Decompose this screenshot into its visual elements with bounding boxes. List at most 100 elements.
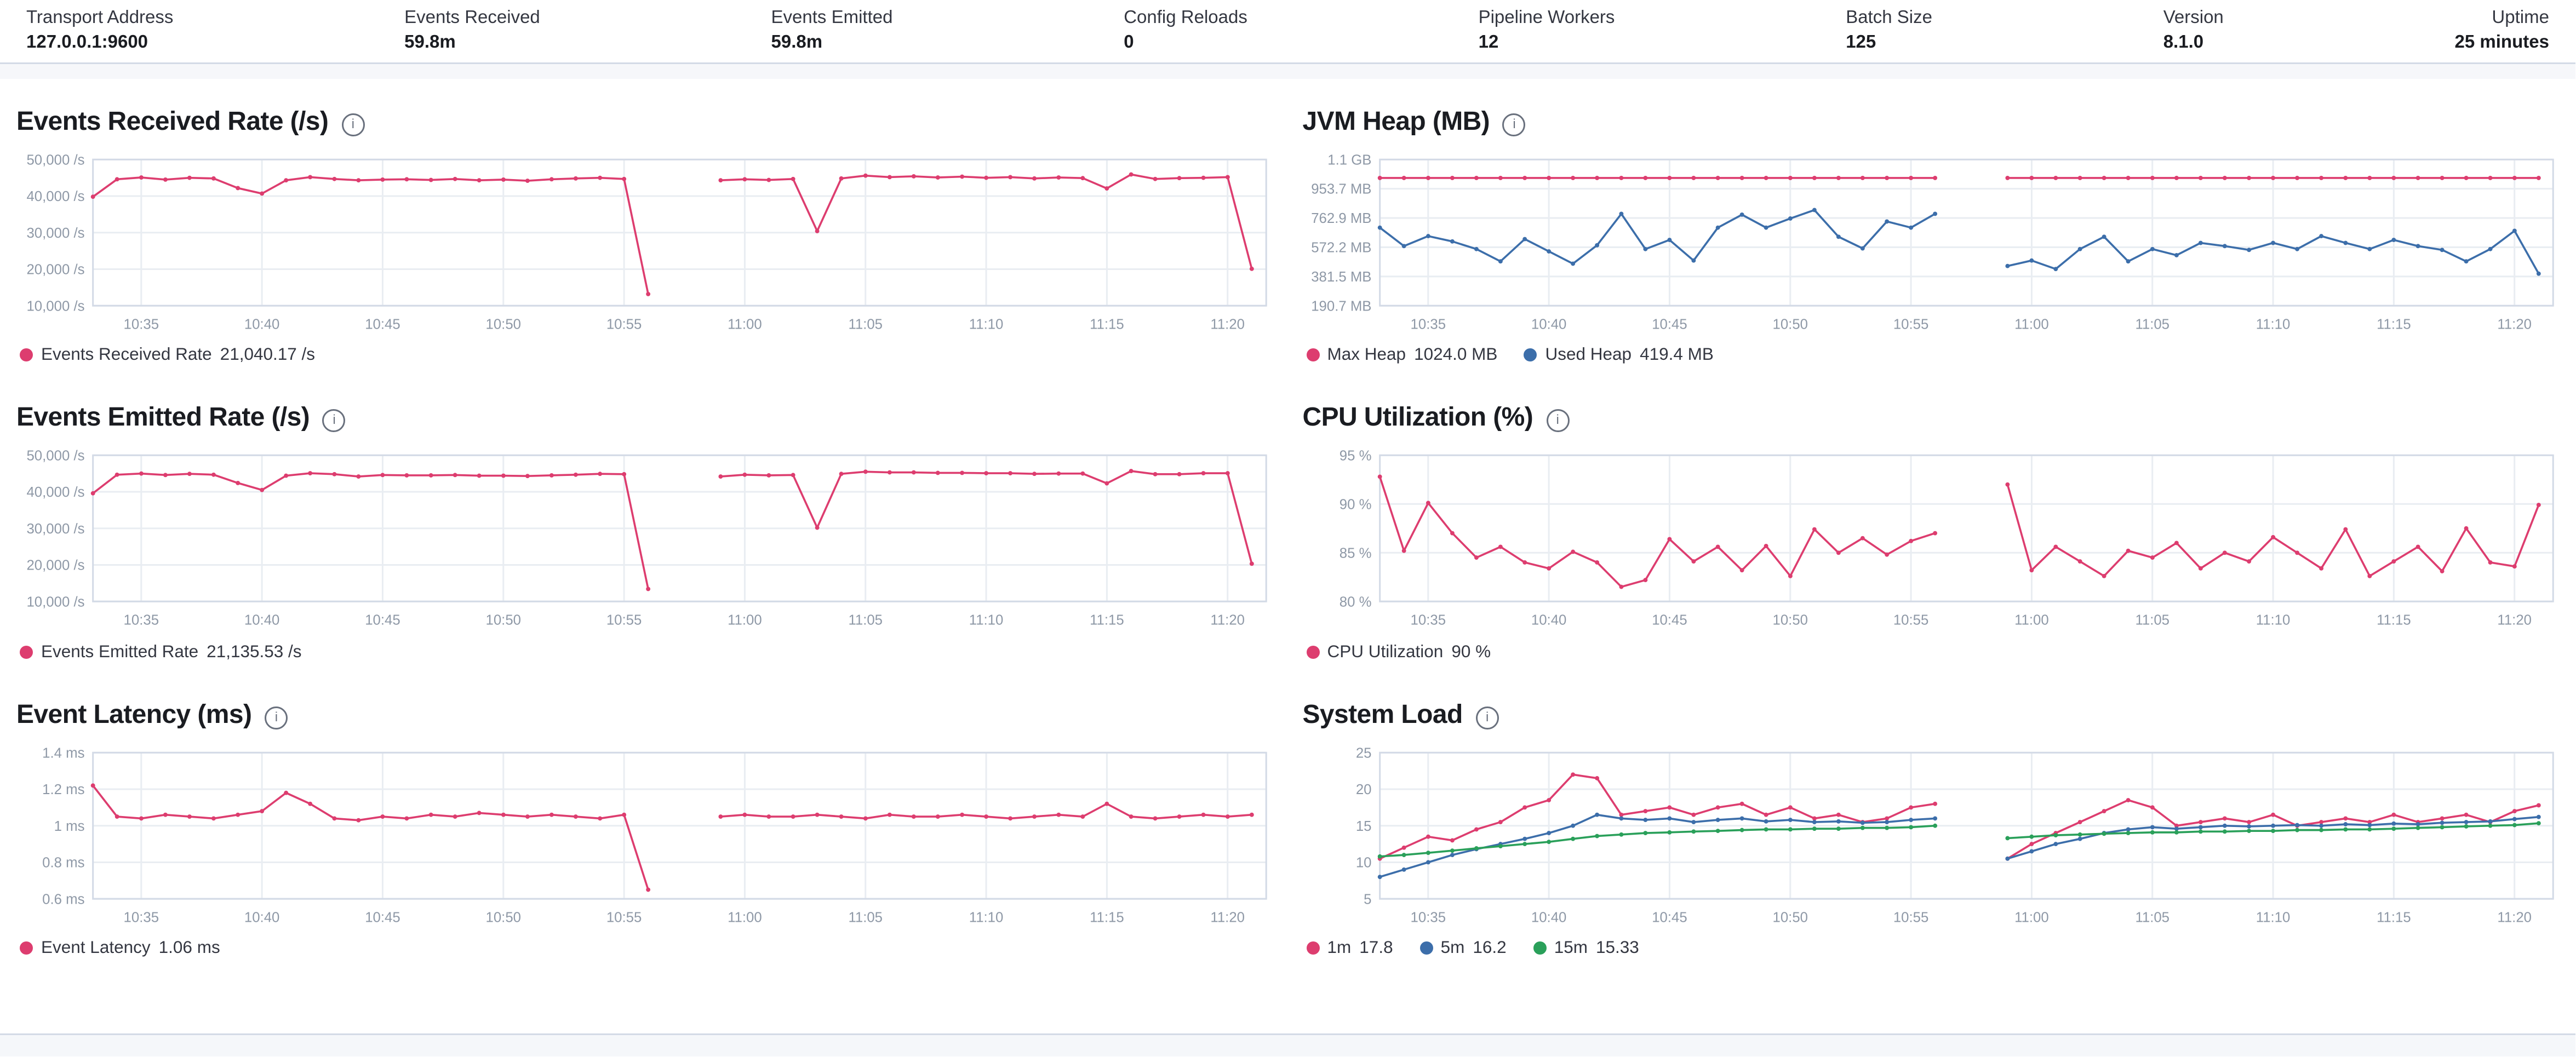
legend-label: 15m (1554, 938, 1588, 958)
stat-value: 12 (1478, 33, 1499, 53)
legend-item-event-latency[interactable]: Event Latency 1.06 ms (20, 938, 220, 958)
y-axis-tick-label: 1.1 GB (1327, 152, 1371, 168)
stat-transport-address: Transport Address 127.0.0.1:9600 (26, 8, 173, 53)
x-axis-tick-label: 11:00 (728, 613, 762, 629)
info-icon[interactable] (265, 705, 288, 729)
stat-label: Pipeline Workers (1478, 8, 1615, 28)
chart-title-row: Events Received Rate (/s) (16, 108, 1273, 138)
chart-canvas[interactable]: 190.7 MB 381.5 MB 572.2 MB 762.9 MB 953.7 MB… (1303, 146, 2560, 342)
stat-label: Uptime (2492, 8, 2549, 28)
x-axis-tick-label: 11:15 (2376, 613, 2411, 629)
y-axis-tick-label: 20 (1355, 782, 1371, 797)
legend-value: 17.8 (1359, 938, 1393, 958)
x-axis-tick-label: 11:20 (1210, 613, 1245, 629)
stat-value: 25 minutes (2454, 33, 2549, 53)
info-icon[interactable] (1546, 409, 1570, 433)
chart-canvas[interactable]: 0.6 ms 0.8 ms 1 ms 1.2 ms 1.4 ms 10:35 10:40 10… (16, 739, 1273, 935)
legend-label: Event Latency (41, 938, 151, 958)
stat-value: 8.1.0 (2163, 33, 2204, 53)
legend-value: 1024.0 MB (1414, 345, 1498, 365)
stat-version: Version 8.1.0 (2163, 8, 2224, 53)
y-axis-tick-label: 90 % (1338, 497, 1371, 513)
x-axis-tick-label: 10:45 (365, 910, 400, 925)
stat-config-reloads: Config Reloads 0 (1124, 8, 1247, 53)
chart-title: CPU Utilization (%) (1302, 404, 1533, 433)
chart-jvm-heap: JVM Heap (MB) 190.7 MB 381.5 MB 572.2 MB 762… (1303, 108, 2560, 365)
y-axis-tick-label: 762.9 MB (1310, 211, 1371, 226)
x-axis-tick-label: 11:15 (1090, 910, 1124, 925)
y-axis-tick-label: 10,000 /s (26, 595, 84, 610)
y-axis-tick-label: 1.4 ms (42, 745, 84, 760)
chart-title-row: CPU Utilization (%) (1303, 405, 2560, 434)
legend-dot-icon (1306, 348, 1319, 362)
legend-label: CPU Utilization (1327, 641, 1444, 662)
x-axis-tick-label: 11:05 (848, 613, 883, 629)
x-axis-tick-label: 11:05 (2134, 613, 2169, 629)
series-line-15m (1378, 822, 2539, 857)
series-line-used-heap (1378, 209, 2539, 275)
x-axis-tick-label: 10:50 (486, 613, 521, 629)
x-axis-tick-label: 10:35 (124, 613, 159, 629)
legend-label: Max Heap (1327, 345, 1406, 365)
legend-item-events-received-rate[interactable]: Events Received Rate 21,040.17 /s (20, 346, 315, 365)
stat-value: 0 (1124, 33, 1134, 53)
chart-canvas[interactable]: 5 10 15 20 25 10:35 10:40 10:45 10:50 10:55 11:00 1… (1303, 739, 2560, 935)
legend-value: 90 % (1451, 641, 1491, 662)
chart-legend: Events Received Rate 21,040.17 /s (16, 346, 1273, 365)
stat-value: 127.0.0.1:9600 (26, 33, 148, 53)
x-axis-tick-label: 11:10 (969, 910, 1004, 925)
x-axis-tick-label: 10:45 (365, 613, 400, 629)
y-axis-tick-label: 190.7 MB (1310, 298, 1371, 314)
stat-label: Events Received (404, 8, 540, 28)
info-icon[interactable] (323, 409, 346, 433)
header-divider (0, 64, 2575, 79)
chart-title: Events Emitted Rate (/s) (16, 404, 310, 433)
legend-item-cpu-utilization[interactable]: CPU Utilization 90 % (1306, 642, 1491, 662)
legend-item-15m[interactable]: 15m 15.33 (1532, 938, 1639, 958)
x-axis-tick-label: 11:15 (2376, 910, 2411, 925)
x-axis-tick-label: 11:15 (1090, 613, 1124, 629)
stat-events-received: Events Received 59.8m (404, 8, 540, 53)
content-area: Events Received Rate (/s) 10,000 /s 20,000… (0, 79, 2575, 1033)
x-axis-tick-label: 11:10 (2255, 910, 2289, 925)
x-axis-tick-label: 11:00 (2014, 910, 2048, 925)
x-axis-tick-label: 11:15 (2376, 317, 2411, 332)
chart-canvas[interactable]: 10,000 /s 20,000 /s 30,000 /s 40,000 /s 50,0… (16, 146, 1273, 342)
chart-title-row: JVM Heap (MB) (1303, 108, 2560, 138)
chart-legend: CPU Utilization 90 % (1303, 642, 2560, 662)
info-icon[interactable] (1503, 113, 1526, 136)
x-axis-tick-label: 11:10 (969, 317, 1004, 332)
stat-label: Config Reloads (1124, 8, 1247, 28)
chart-canvas[interactable]: 10,000 /s 20,000 /s 30,000 /s 40,000 /s 50,0… (16, 443, 1273, 639)
legend-item-events-emitted-rate[interactable]: Events Emitted Rate 21,135.53 /s (20, 642, 302, 662)
x-axis-tick-label: 11:05 (2134, 910, 2169, 925)
legend-dot-icon (1524, 348, 1537, 362)
y-axis-tick-label: 1 ms (54, 818, 85, 834)
y-axis-tick-label: 10 (1355, 854, 1371, 870)
x-axis-tick-label: 10:55 (1892, 317, 1927, 332)
y-axis-tick-label: 381.5 MB (1310, 269, 1371, 285)
legend-item-max-heap[interactable]: Max Heap 1024.0 MB (1306, 345, 1498, 365)
series-line-event-latency (91, 784, 1253, 891)
x-axis-tick-label: 10:40 (1530, 910, 1565, 925)
x-axis-tick-label: 10:35 (1410, 613, 1445, 629)
x-axis-tick-label: 10:35 (124, 910, 159, 925)
x-axis-tick-label: 11:20 (1210, 910, 1245, 925)
stat-label: Transport Address (26, 8, 174, 28)
legend-item-1m[interactable]: 1m 17.8 (1306, 938, 1393, 958)
legend-item-5m[interactable]: 5m 16.2 (1419, 938, 1507, 958)
x-axis-tick-label: 11:20 (2497, 613, 2531, 629)
chart-legend: Event Latency 1.06 ms (16, 938, 1273, 958)
info-icon[interactable] (1475, 705, 1499, 729)
y-axis-tick-label: 30,000 /s (26, 522, 84, 537)
y-axis-tick-label: 0.8 ms (42, 854, 84, 870)
x-axis-tick-label: 10:35 (1410, 910, 1445, 925)
stat-label: Version (2163, 8, 2224, 28)
legend-item-used-heap[interactable]: Used Heap 419.4 MB (1524, 346, 1714, 365)
x-axis-tick-label: 11:00 (2014, 317, 2048, 332)
info-icon[interactable] (341, 113, 365, 136)
x-axis-tick-label: 10:55 (606, 613, 642, 629)
x-axis-tick-label: 10:50 (486, 317, 521, 332)
chart-canvas[interactable]: 80 % 85 % 90 % 95 % 10:35 10:40 10:45 10:50 10:5… (1303, 443, 2560, 639)
series-line-5m (1378, 813, 2539, 877)
